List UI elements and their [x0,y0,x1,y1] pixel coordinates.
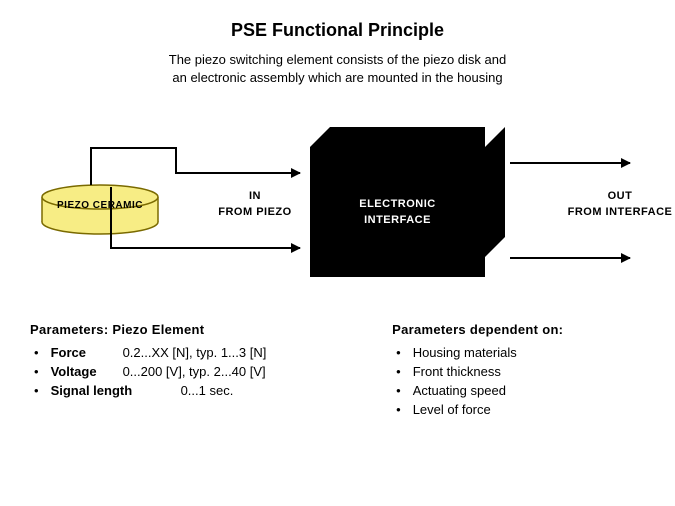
wire-bot-horz [110,247,175,249]
param-signal-value: 0...1 sec. [181,383,234,398]
subtitle: The piezo switching element consists of … [30,51,645,87]
param-voltage-name: Voltage [51,364,123,379]
params-right-heading: Parameters dependent on: [392,322,645,337]
arrow-in-bottom [175,247,300,249]
out-label: OUT FROM INTERFACE [560,189,675,220]
param-dep-1: Front thickness [392,362,645,381]
box-line2: INTERFACE [364,214,431,226]
parameters-right: Parameters dependent on: Housing materia… [392,322,645,419]
param-voltage: Voltage 0...200 [V], typ. 2...40 [V] [30,362,372,381]
params-left-list: Force 0.2...XX [N], typ. 1...3 [N] Volta… [30,343,372,400]
box-line1: ELECTRONIC [359,198,436,210]
subtitle-line2: an electronic assembly which are mounted… [172,70,502,85]
param-force-value: 0.2...XX [N], typ. 1...3 [N] [123,345,267,360]
params-right-list: Housing materials Front thickness Actuat… [392,343,645,419]
param-force-name: Force [51,345,123,360]
arrow-out-bottom [510,257,630,259]
param-dep-3: Level of force [392,400,645,419]
in-label: IN FROM PIEZO [210,189,300,220]
arrow-out-top [510,162,630,164]
wire-bot-vert [110,187,112,249]
wire-top-vert [90,147,92,185]
wire-top-vert2 [175,147,177,172]
param-voltage-value: 0...200 [V], typ. 2...40 [V] [123,364,266,379]
subtitle-line1: The piezo switching element consists of … [169,52,506,67]
parameters-section: Parameters: Piezo Element Force 0.2...XX… [30,322,645,419]
piezo-ceramic-shape [40,182,160,242]
box-top-face [310,127,485,147]
param-force: Force 0.2...XX [N], typ. 1...3 [N] [30,343,372,362]
param-signal: Signal length 0...1 sec. [30,381,372,400]
wire-top-horz [90,147,175,149]
out-line2: FROM INTERFACE [568,206,673,218]
box-side-face [485,127,505,257]
in-line2: FROM PIEZO [218,206,291,218]
param-dep-2: Actuating speed [392,381,645,400]
arrow-in-top [175,172,300,174]
diagram: PIEZO CERAMIC IN FROM PIEZO ELECTRONIC I… [30,117,645,297]
param-signal-name: Signal length [51,383,181,398]
params-left-heading: Parameters: Piezo Element [30,322,372,337]
out-line1: OUT [608,190,633,202]
electronic-interface-label: ELECTRONIC INTERFACE [310,197,485,228]
param-dep-0: Housing materials [392,343,645,362]
piezo-ceramic-label: PIEZO CERAMIC [40,200,160,211]
parameters-left: Parameters: Piezo Element Force 0.2...XX… [30,322,372,419]
in-line1: IN [249,190,261,202]
page-title: PSE Functional Principle [30,20,645,41]
